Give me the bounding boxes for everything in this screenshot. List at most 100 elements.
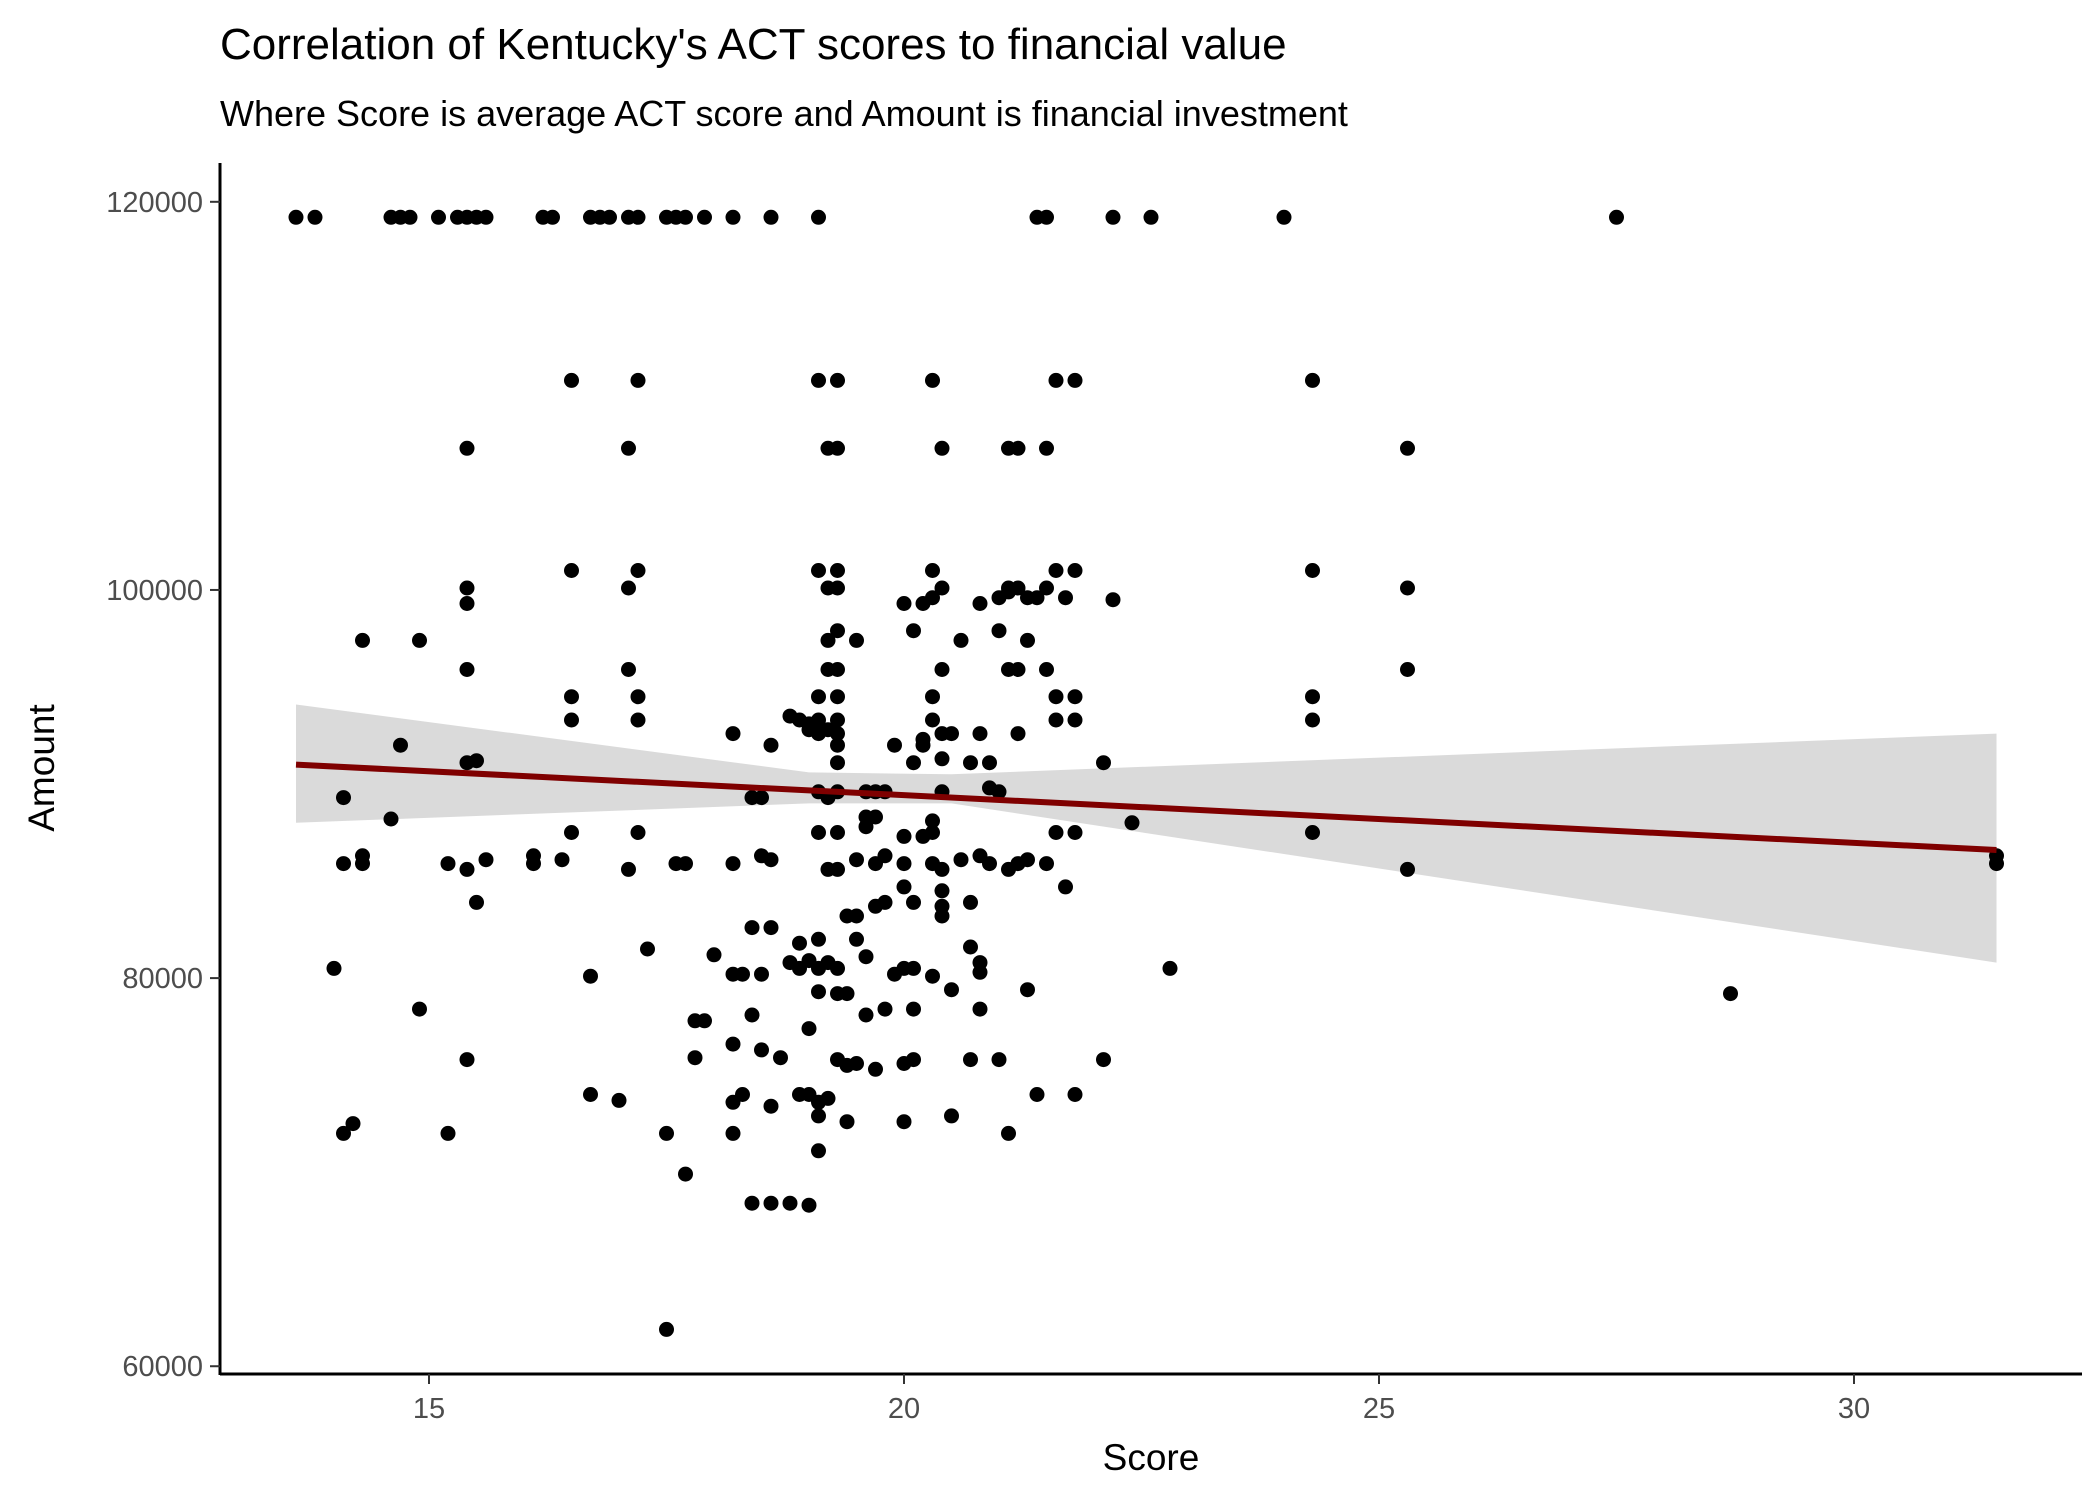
data-point [659,1125,674,1141]
data-point [1039,856,1054,872]
data-points [288,209,2004,1337]
data-point [792,935,807,951]
data-point [1067,563,1083,578]
data-point [621,861,636,877]
data-point [459,440,475,456]
data-point [440,856,456,872]
data-point [830,689,845,705]
data-point [896,1114,912,1130]
data-point [1001,584,1016,600]
data-point [868,1061,883,1077]
data-point [478,852,494,868]
data-point [991,623,1007,639]
y-axis-title: Amount [21,704,62,832]
data-point [1039,580,1054,596]
data-point [678,856,693,872]
data-point [1058,590,1073,606]
data-point [288,209,304,225]
data-point [697,209,712,225]
data-point [630,563,646,578]
data-point [830,662,845,677]
data-point [1010,726,1026,742]
data-point [621,580,636,596]
data-point [868,809,883,825]
x-axis-ticks: 15 20 25 30 [413,1374,1870,1425]
trend-line [295,761,1997,854]
data-point [1609,209,1624,225]
data-point [934,861,950,877]
data-point [972,1001,988,1017]
data-point [934,908,950,924]
data-point [1276,209,1292,225]
data-point [887,737,902,753]
data-point [858,819,874,835]
data-point [307,209,323,225]
data-point [849,852,864,868]
data-point [811,689,826,705]
data-point [1039,662,1054,677]
data-point [1029,1087,1045,1102]
data-point [744,1007,760,1023]
data-point [925,372,940,388]
data-point [1096,755,1111,771]
data-point [972,726,988,742]
data-point [906,1001,921,1017]
data-point [459,580,475,596]
data-point [906,894,921,910]
data-point [811,1108,826,1124]
data-point [849,1056,864,1071]
data-point [383,811,399,827]
data-point [1048,825,1064,840]
data-point [906,623,921,639]
data-point [763,209,779,225]
data-point [1020,632,1035,648]
data-point [801,1021,817,1037]
data-point [925,825,940,840]
chart-subtitle: Where Score is average ACT score and Amo… [220,93,1348,134]
confidence-band [296,704,1997,963]
data-point [630,689,646,705]
data-point [1400,580,1415,596]
data-point [611,1092,627,1108]
data-point [763,920,779,936]
data-point [697,1013,712,1029]
data-point [336,856,351,872]
data-point [944,726,959,742]
data-point [877,894,893,910]
data-point [554,852,570,868]
data-point [830,755,845,771]
y-axis-ticks: 60000 80000 100000 120000 [106,187,220,1383]
data-point [896,596,912,611]
data-point [725,856,741,872]
data-point [906,1052,921,1068]
data-point [925,813,940,829]
data-point [1305,825,1320,840]
data-point [1105,592,1121,608]
data-point [858,1007,874,1023]
data-point [621,440,636,456]
data-point [763,1195,779,1211]
data-point [934,751,950,767]
data-point [640,941,655,957]
data-point [849,931,864,947]
data-point [963,1052,978,1068]
data-point [754,966,769,982]
data-point [830,372,845,388]
data-point [678,209,693,225]
data-point [801,1197,817,1213]
data-point [963,755,978,771]
data-point [896,856,912,872]
data-point [1020,852,1035,868]
data-point [858,949,874,965]
data-point [811,1143,826,1159]
data-point [754,1042,769,1058]
data-point [1048,372,1064,388]
data-point [811,984,826,1000]
data-point [830,861,845,877]
data-point [630,372,646,388]
data-point [1305,712,1320,728]
data-point [782,1195,798,1211]
data-point [811,825,826,840]
x-tick-label: 15 [413,1393,445,1425]
data-point [1305,372,1320,388]
